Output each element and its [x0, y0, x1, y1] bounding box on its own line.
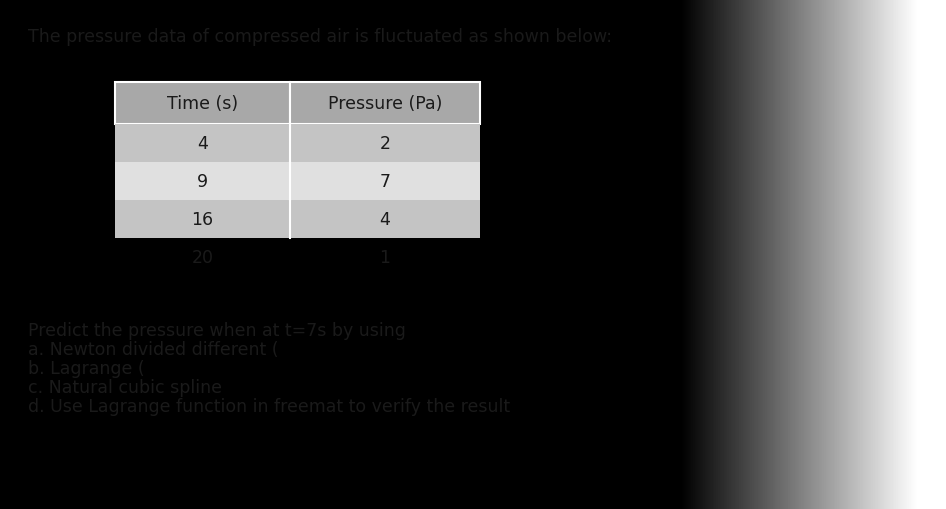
Text: 7: 7	[379, 173, 391, 191]
Text: Time (s): Time (s)	[166, 95, 238, 113]
Text: d. Use Lagrange function in freemat to verify the result: d. Use Lagrange function in freemat to v…	[28, 397, 510, 415]
Text: 4: 4	[379, 211, 391, 229]
Bar	[115, 201, 480, 239]
Text: The pressure data of compressed air is fluctuated as shown below:: The pressure data of compressed air is f…	[28, 28, 612, 46]
Bar	[115, 83, 290, 125]
Bar	[290, 83, 480, 125]
Text: 4: 4	[197, 135, 208, 153]
Text: 1: 1	[379, 248, 391, 267]
Text: 20: 20	[191, 248, 214, 267]
Text: b. Lagrange (: b. Lagrange (	[28, 359, 145, 377]
Text: Pressure (Pa): Pressure (Pa)	[328, 95, 442, 113]
Bar	[115, 163, 480, 201]
Text: 2: 2	[379, 135, 391, 153]
Text: a. Newton divided different (: a. Newton divided different (	[28, 341, 278, 358]
Text: 16: 16	[191, 211, 214, 229]
Text: Predict the pressure when at t=7s by using: Predict the pressure when at t=7s by usi…	[28, 321, 406, 340]
Bar	[115, 125, 480, 163]
Text: 9: 9	[197, 173, 208, 191]
Text: c. Natural cubic spline: c. Natural cubic spline	[28, 378, 222, 396]
